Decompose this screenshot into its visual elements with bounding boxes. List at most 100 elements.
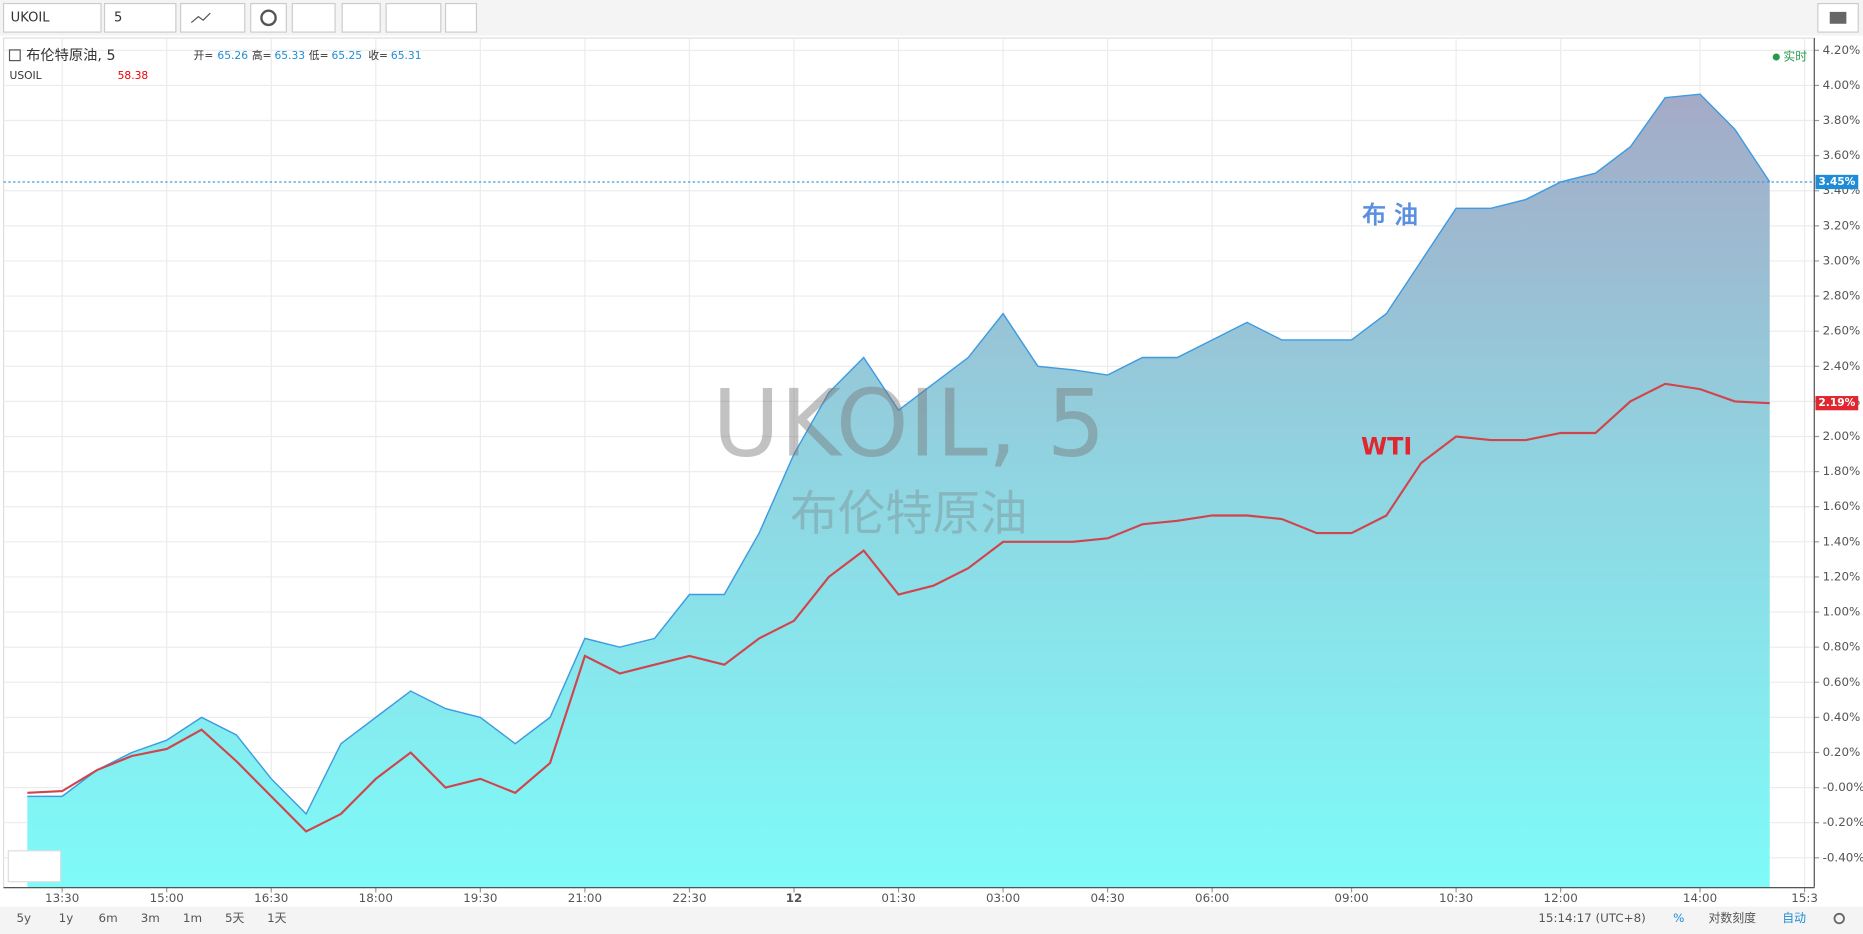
settings-icon[interactable] [1833,912,1845,925]
x-tick-label: 18:00 [359,891,393,905]
line [27,382,1770,833]
y-tick-label: 0.20% [1823,745,1861,759]
line [27,93,1771,816]
y-tick-label: 3.60% [1823,148,1861,162]
high: 65.33 [274,49,305,62]
y-tick-label: 0.60% [1823,675,1861,689]
y-tick-label: -0.20% [1823,815,1863,829]
x-tick-label: 15:3 [1791,891,1818,905]
x-tick-label: 10:30 [1439,891,1473,905]
log-toggle[interactable]: 对数刻度 [1709,911,1757,925]
x-tick-label: 14:00 [1683,891,1717,905]
range-button[interactable]: 5y [16,911,31,925]
range-button[interactable]: 3m [141,911,160,925]
x-tick-label: 09:00 [1334,891,1368,905]
annotation: 布 油 [1362,201,1418,229]
clock: 15:14:17 (UTC+8) [1538,911,1645,925]
y-tick-label: 4.00% [1823,78,1861,92]
watermark-symbol: UKOIL, 5 [712,370,1105,478]
annotation: WTI [1361,432,1412,460]
area [27,94,1770,888]
interval-box[interactable] [103,2,177,33]
close: 65.31 [391,49,422,62]
low: 65.25 [331,49,362,62]
y-tick-label: -0.00% [1823,780,1863,794]
snapshot-button[interactable] [1817,2,1859,33]
x-tick-label: 12 [786,891,803,905]
axis: -0.40% -0.20% -0.00% 0.20% 0.40% 0.60% 0.80% 1.… [3,38,1863,905]
price-tag [1815,396,1859,411]
y-tick-label: 1.60% [1823,499,1861,513]
collapse-icon[interactable] [8,49,21,62]
icon [260,9,277,27]
x-tick-label: 15:00 [150,891,184,905]
close-label: 收= [368,49,388,62]
x-tick-label: 19:30 [463,891,497,905]
range-button[interactable]: 6m [99,911,118,925]
y-tick-label: 2.80% [1823,289,1861,303]
indicators-button[interactable] [291,2,336,33]
usoil-value: 58.38 [118,69,149,82]
auto-toggle[interactable]: 自动 [1782,911,1806,925]
x-tick-label: 16:30 [254,891,288,905]
toolbar: UKOIL 5 [0,0,1863,36]
watermark-name: 布伦特原油 [790,487,1028,542]
y-tick-label: 2.60% [1823,324,1861,338]
x-tick-label: 22:30 [672,891,706,905]
y-tick-label: 1.20% [1823,569,1861,583]
y-tick-label: 3.00% [1823,253,1861,267]
x-tick-label: 01:30 [881,891,915,905]
x-tick-label: 13:30 [45,891,79,905]
plot [3,38,1815,888]
y-tick-label: 2.00% [1823,429,1861,443]
x-tick-label: 21:00 [568,891,602,905]
undo-redo[interactable] [385,2,442,33]
bottom-controls: 15:14:17 (UTC+8) % 对数刻度 自动 5y 1y 6m 3m 1m 5天 1… [16,911,1845,925]
status-dot [1772,53,1780,61]
y-tick-label: 1.00% [1823,605,1861,619]
bottom-bar [0,906,1863,934]
y-tick-label: 4.20% [1823,43,1861,57]
symbol-box[interactable] [2,2,102,33]
icon [190,12,211,24]
y-tick-label: 1.80% [1823,464,1861,478]
range-button[interactable]: 5天 [225,911,245,925]
range-button[interactable]: 1m [183,911,202,925]
x-tick-label: 12:00 [1544,891,1578,905]
x-tick-label: 03:00 [986,891,1020,905]
high-label: 高= [252,49,272,62]
y-tick-label: 1.40% [1823,534,1861,548]
status: 实时 [1783,50,1807,64]
y-tick-label: 0.40% [1823,710,1861,724]
y-tick-label: 3.20% [1823,218,1861,232]
icon [1829,11,1847,24]
y-tick-label: 3.80% [1823,113,1861,127]
price-tag-label: 2.19% [1818,396,1855,409]
logo[interactable] [7,850,62,883]
y-tick-label: -0.40% [1823,850,1863,864]
interval[interactable]: 5 [114,10,122,25]
fullscreen-button[interactable] [444,2,478,33]
open-label: 开= [194,49,214,62]
open: 65.26 [217,49,248,62]
price-tag [1815,174,1859,190]
settings-button[interactable] [250,2,287,33]
price-tag-label: 3.45% [1818,175,1855,188]
legend-main: 布伦特原油, 5 [26,47,115,64]
x-tick-label: 04:30 [1091,891,1125,905]
range-button[interactable]: 1天 [267,911,287,925]
legend: 布伦特原油, 5 开= 65.26 高= 65.33 低= 65.25 收= 6… [8,47,1807,82]
legend-usoil: USOIL [10,69,42,82]
low-label: 低= [309,49,329,62]
y-tick-label: 2.40% [1823,359,1861,373]
compare-button[interactable] [341,2,381,33]
range-button[interactable]: 1y [59,911,74,925]
y-tick-label: 0.80% [1823,640,1861,654]
chart-style-button[interactable] [180,2,246,33]
percent-toggle[interactable]: % [1673,911,1684,925]
symbol[interactable]: UKOIL [11,10,51,25]
x-tick-label: 06:00 [1195,891,1229,905]
